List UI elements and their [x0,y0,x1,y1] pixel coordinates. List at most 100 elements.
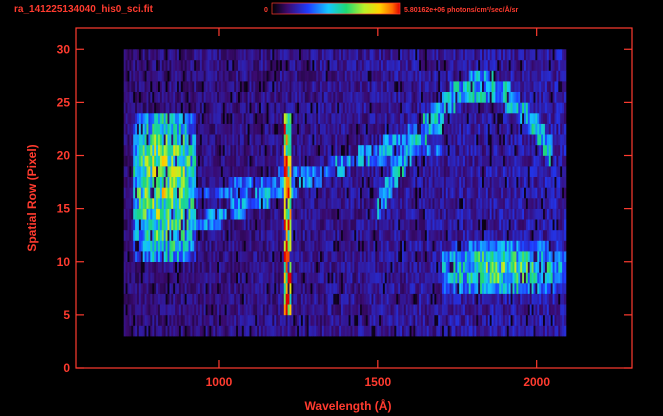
heatmap-cell [137,113,140,124]
heatmap-cell [182,81,186,92]
heatmap-cell [356,229,359,241]
heatmap-cell [198,240,201,252]
heatmap-cell [409,123,412,135]
heatmap-cell [314,176,317,188]
heatmap-cell [188,283,191,294]
heatmap-cell [293,272,296,284]
heatmap-cell [293,208,296,220]
heatmap-cell [463,304,466,316]
heatmap-cell [222,261,226,273]
heatmap-cell [133,198,136,209]
heatmap-cell [381,283,384,294]
heatmap-cell [182,283,186,294]
heatmap-cell [133,59,136,71]
heatmap-cell [226,293,229,305]
heatmap-cell [369,102,372,114]
heatmap-cell [253,113,256,124]
heatmap-cell [445,70,449,82]
heatmap-cell [220,261,224,273]
heatmap-cell [327,134,330,146]
heatmap-cell [341,293,344,305]
heatmap-cell [384,70,388,82]
heatmap-cell [165,219,168,231]
heatmap-cell [388,219,391,231]
heatmap-cell [453,155,456,167]
heatmap-cell [474,102,477,114]
heatmap-cell [386,198,389,209]
heatmap-cell [163,70,166,82]
heatmap-cell [140,314,144,326]
heatmap-cell [394,113,397,124]
heatmap-cell [442,198,445,209]
heatmap-cell [323,59,327,71]
heatmap-cell [421,102,424,114]
heatmap-cell [367,229,370,241]
heatmap-cell [361,272,365,284]
heatmap-cell [148,123,151,135]
heatmap-cell [295,144,298,156]
heatmap-cell [243,219,247,231]
heatmap-cell [188,176,191,188]
heatmap-cell [251,261,254,273]
heatmap-cell [175,144,178,156]
heatmap-cell [358,49,361,61]
heatmap-cell [352,261,355,273]
heatmap-cell [405,240,409,252]
heatmap-cell [342,229,346,241]
heatmap-cell [318,304,321,316]
heatmap-cell [178,81,182,92]
heatmap-cell [192,134,195,146]
heatmap-cell [415,70,418,82]
heatmap-cell [238,219,241,231]
heatmap-cell [190,208,193,220]
heatmap-cell [257,208,260,220]
heatmap-cell [234,187,237,199]
heatmap-cell [215,293,218,305]
heatmap-cell [325,176,328,188]
heatmap-cell [129,155,132,167]
heatmap-cell [468,240,471,252]
heatmap-cell [131,102,134,114]
heatmap-cell [293,113,296,124]
heatmap-cell [211,81,214,92]
heatmap-cell [440,314,443,326]
heatmap-cell [434,91,437,103]
heatmap-cell [278,102,281,114]
heatmap-cell [413,219,416,231]
heatmap-cell [306,81,309,92]
heatmap-cell [379,187,382,199]
heatmap-cell [321,229,325,241]
heatmap-cell [291,59,294,71]
heatmap-cell [287,81,290,92]
heatmap-cell [331,113,334,124]
heatmap-cell [392,81,395,92]
heatmap-cell [409,102,412,114]
heatmap-cell [257,134,260,146]
heatmap-cell [220,176,224,188]
heatmap-cell [272,198,275,209]
heatmap-cell [215,283,218,294]
heatmap-cell [207,144,210,156]
heatmap-cell [255,176,258,188]
heatmap-cell [259,219,262,231]
heatmap-cell [434,240,437,252]
heatmap-cell [335,113,338,124]
heatmap-cell [371,304,374,316]
heatmap-cell [262,102,266,114]
heatmap-cell [260,187,264,199]
heatmap-cell [417,208,420,220]
heatmap-cell [219,176,222,188]
heatmap-cell [419,208,422,220]
heatmap-cell [217,144,220,156]
heatmap-cell [447,293,450,305]
heatmap-cell [177,91,180,103]
heatmap-cell [243,91,247,103]
heatmap-cell [274,283,277,294]
heatmap-cell [131,134,134,146]
heatmap-cell [449,81,452,92]
heatmap-cell [350,187,353,199]
heatmap-cell [339,283,342,294]
heatmap-cell [251,123,254,135]
heatmap-cell [159,166,163,177]
heatmap-cell [291,176,294,188]
